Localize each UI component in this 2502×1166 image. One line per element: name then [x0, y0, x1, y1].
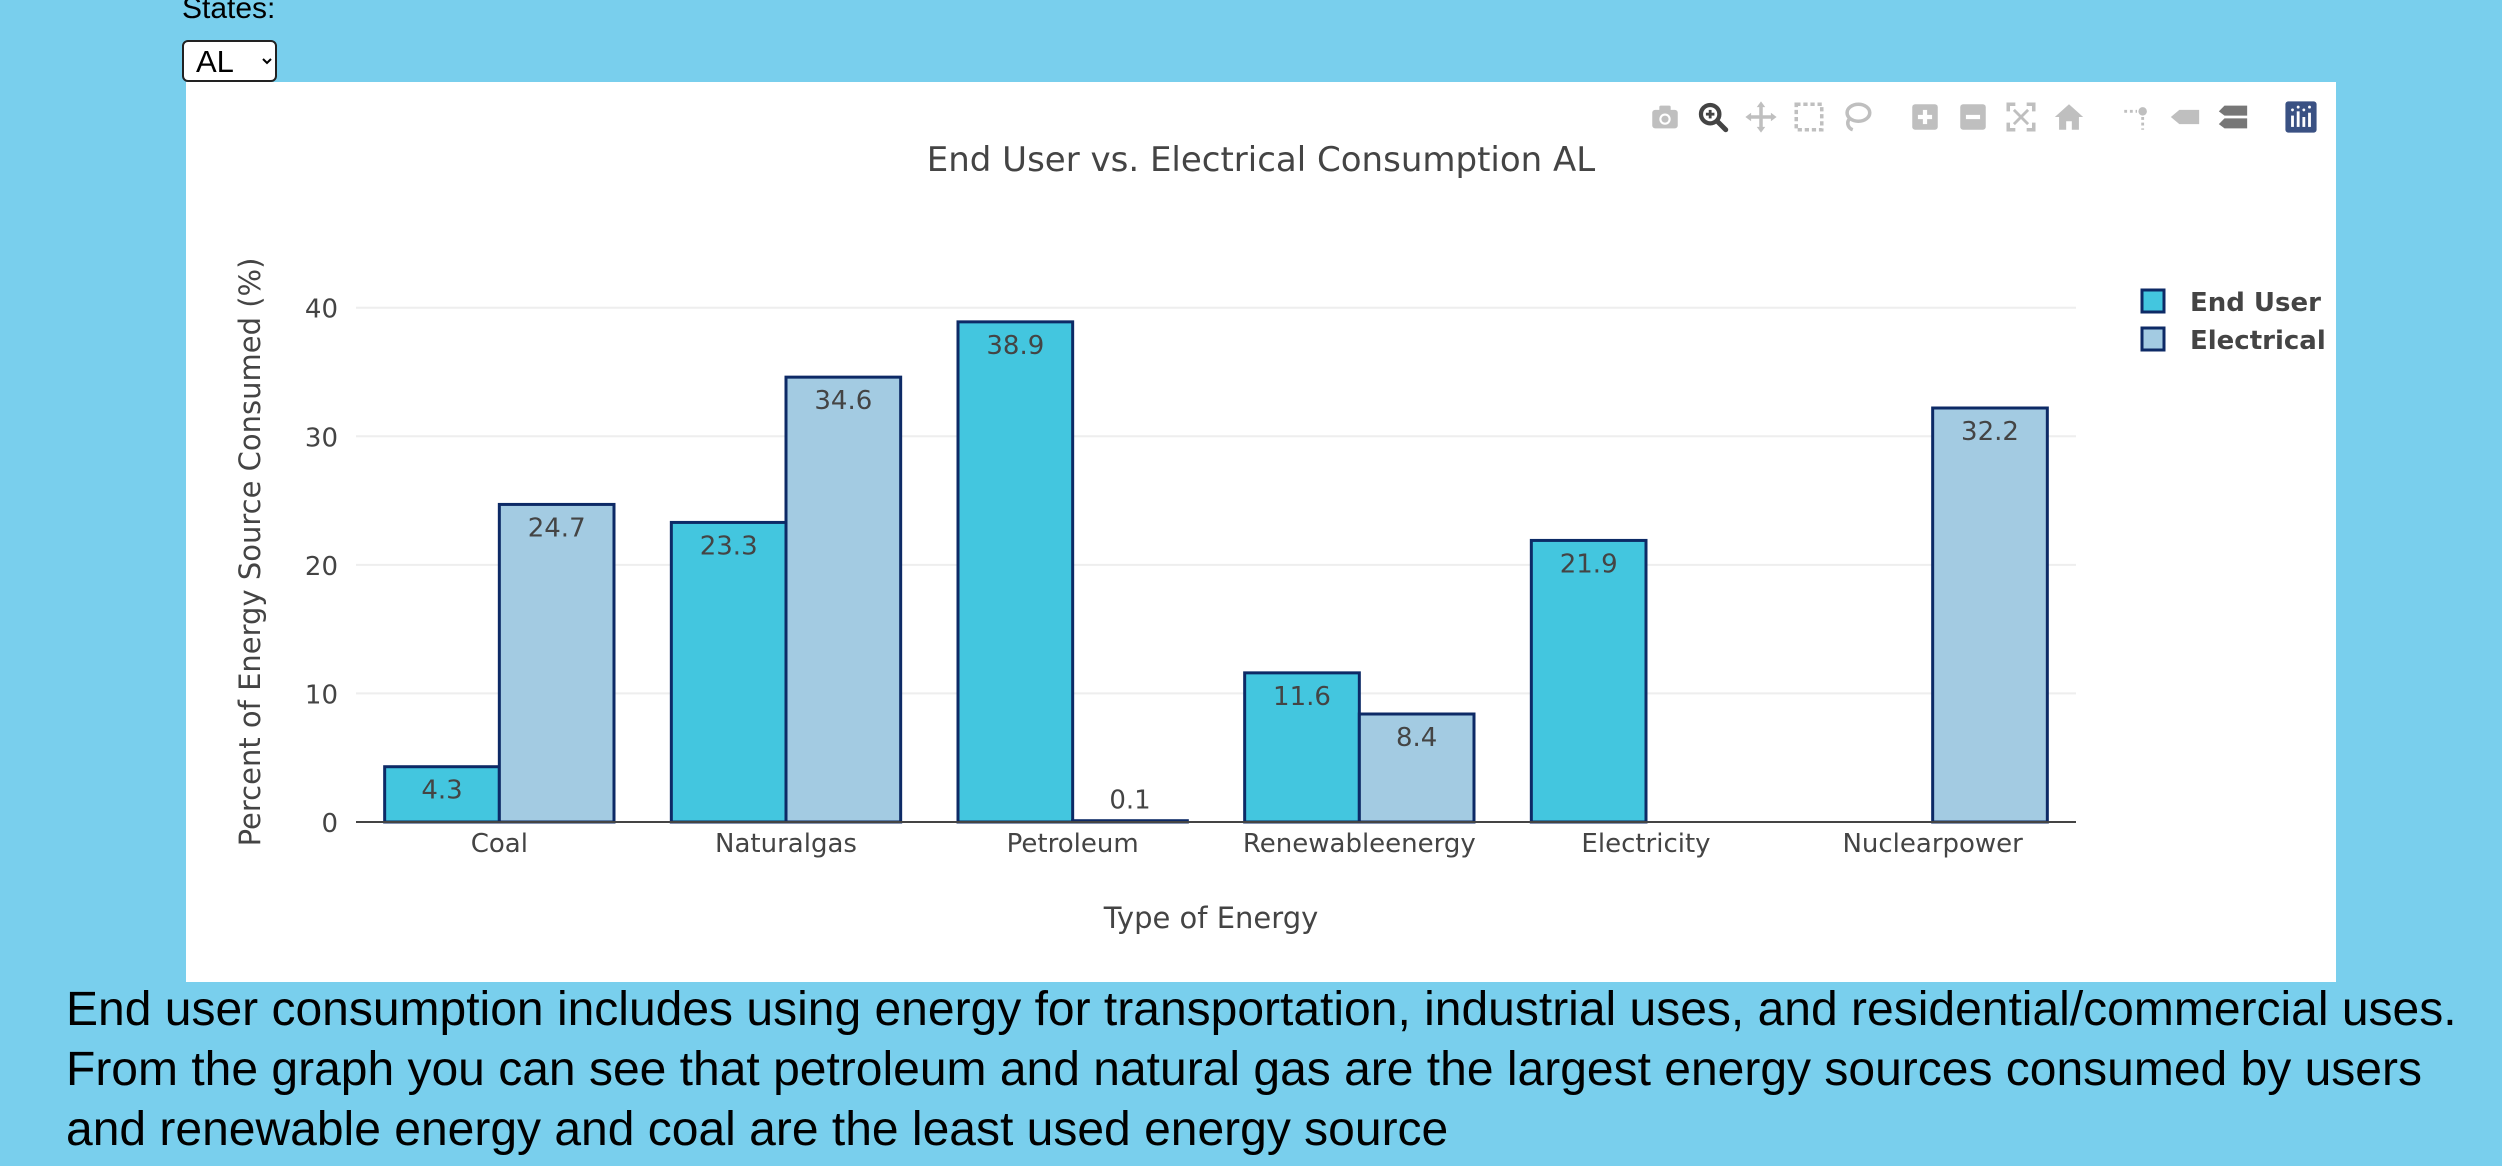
bar-value-label: 11.6 [1273, 682, 1331, 712]
y-tick-label: 0 [321, 809, 338, 839]
bar-value-label: 21.9 [1560, 549, 1618, 579]
box-select-icon[interactable] [1788, 96, 1830, 138]
x-axis-title: Type of Energy [1103, 901, 1319, 935]
bar-value-label: 4.3 [421, 776, 462, 806]
bar-value-label: 32.2 [1961, 417, 2019, 447]
bar-value-label: 34.6 [814, 386, 872, 416]
chart-panel: 4.3 24.7 23.3 34.6 38.9 0.1 11.6 8.4 21.9 32.2 0 1… [186, 82, 2336, 982]
x-tick-label: Nuclearpower [1842, 829, 2023, 859]
chart-title: End User vs. Electrical Consumption AL [927, 140, 1596, 180]
bar-value-label: 23.3 [700, 531, 758, 561]
pan-icon[interactable] [1740, 96, 1782, 138]
download-png-icon[interactable] [1644, 96, 1686, 138]
modebar [1644, 96, 2322, 138]
bar-labels: 4.3 24.7 23.3 34.6 38.9 0.1 11.6 8.4 21.9 32.2 [421, 331, 2019, 816]
bar[interactable] [497, 502, 616, 824]
bar[interactable] [1529, 538, 1648, 824]
y-tick-label: 10 [305, 680, 338, 710]
y-tick-label: 30 [305, 423, 338, 453]
x-tick-label: Petroleum [1007, 829, 1139, 859]
y-axis-title: Percent of Energy Source Consumed (%) [233, 258, 267, 847]
bar-value-label: 0.1 [1109, 786, 1150, 816]
x-tick-label: Naturalgas [715, 829, 857, 859]
states-select[interactable]: AL [182, 40, 277, 82]
grid-lines [356, 306, 2076, 695]
axes: 0 10 20 30 40 Coal Naturalgas Petroleum Renewabl… [305, 295, 2076, 859]
plotly-logo-icon[interactable] [2280, 96, 2322, 138]
bar[interactable] [784, 375, 903, 824]
y-tick-label: 40 [305, 295, 338, 325]
bar[interactable] [1243, 671, 1361, 824]
zoom-out-icon[interactable] [1952, 96, 1994, 138]
caption-text: End user consumption includes using ener… [66, 983, 2457, 1156]
states-label: States: [182, 0, 276, 25]
y-tick-label: 20 [305, 552, 338, 582]
zoom-in-icon[interactable] [1904, 96, 1946, 138]
bar[interactable] [956, 320, 1075, 824]
legend-swatch[interactable] [2140, 326, 2166, 352]
legend-swatch[interactable] [2140, 288, 2166, 314]
legend[interactable]: End User Electrical [2140, 288, 2326, 356]
bar-chart[interactable]: 4.3 24.7 23.3 34.6 38.9 0.1 11.6 8.4 21.9 32.2 0 1… [186, 82, 2336, 982]
legend-label[interactable]: Electrical [2190, 326, 2326, 356]
x-tick-label: Electricity [1581, 829, 1710, 859]
bar-value-label: 24.7 [528, 513, 586, 543]
zoom-icon[interactable] [1692, 96, 1734, 138]
bar[interactable] [669, 520, 788, 824]
x-tick-label: Coal [471, 829, 528, 859]
lasso-select-icon[interactable] [1836, 96, 1878, 138]
bar[interactable] [1357, 712, 1476, 824]
legend-label[interactable]: End User [2190, 288, 2321, 318]
hover-compare-icon[interactable] [2212, 96, 2254, 138]
bar-value-label: 38.9 [986, 331, 1044, 361]
autoscale-icon[interactable] [2000, 96, 2042, 138]
bars[interactable] [383, 320, 2049, 824]
x-tick-label: Renewableenergy [1243, 829, 1476, 859]
hover-closest-icon[interactable] [2164, 96, 2206, 138]
bar-value-label: 8.4 [1396, 723, 1437, 753]
reset-axes-icon[interactable] [2048, 96, 2090, 138]
spike-lines-icon[interactable] [2116, 96, 2158, 138]
bar[interactable] [1931, 406, 2049, 824]
